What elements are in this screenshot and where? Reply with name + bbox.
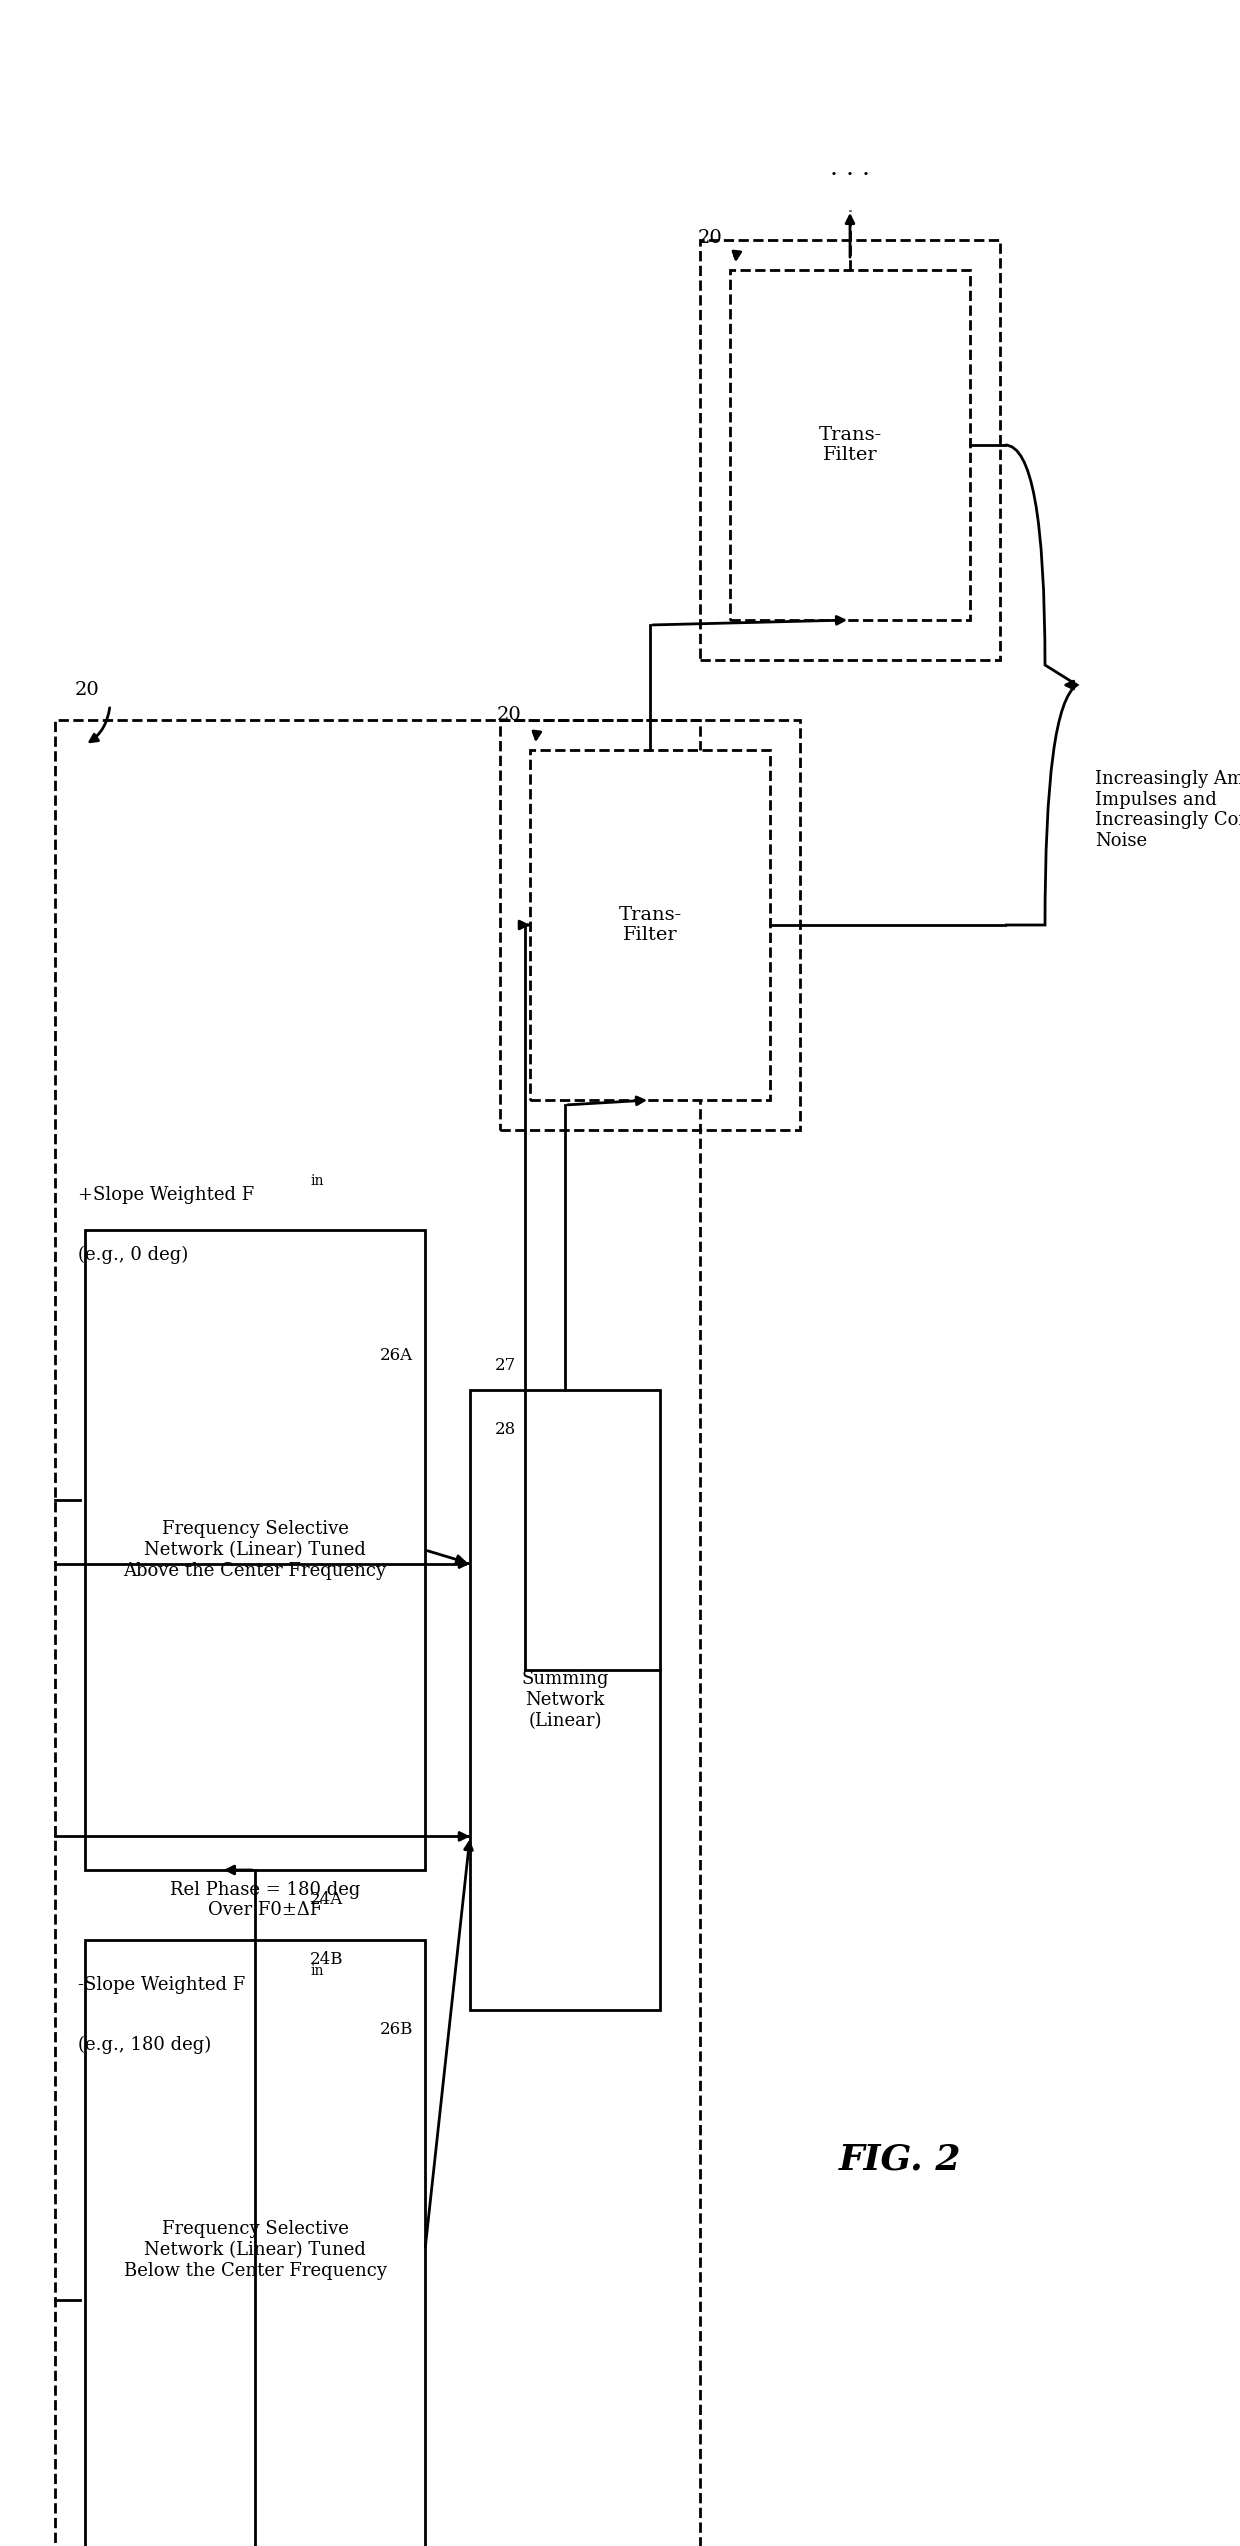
Text: 26B: 26B: [379, 2022, 413, 2039]
Text: FIG. 2: FIG. 2: [838, 2144, 961, 2177]
Text: in: in: [310, 1963, 324, 1978]
Text: (e.g., 0 deg): (e.g., 0 deg): [78, 1245, 188, 1265]
Text: Rel Phase = 180 deg
Over F0±ΔF: Rel Phase = 180 deg Over F0±ΔF: [170, 1881, 360, 1920]
Text: Increasingly Amplified
Impulses and
Increasingly Compressed
Noise: Increasingly Amplified Impulses and Incr…: [1095, 769, 1240, 850]
Text: 24A: 24A: [310, 1892, 343, 1910]
Text: -Slope Weighted F: -Slope Weighted F: [78, 1976, 246, 1994]
Text: +Slope Weighted F: +Slope Weighted F: [78, 1186, 254, 1204]
FancyBboxPatch shape: [529, 751, 770, 1100]
Text: Summing
Network
(Linear): Summing Network (Linear): [521, 1670, 609, 1729]
Text: 26A: 26A: [379, 1347, 413, 1365]
FancyBboxPatch shape: [86, 1230, 425, 1869]
Text: 28: 28: [495, 1421, 516, 1438]
Text: Trans-
Filter: Trans- Filter: [619, 906, 682, 945]
Text: Trans-
Filter: Trans- Filter: [818, 425, 882, 463]
Text: (e.g., 180 deg): (e.g., 180 deg): [78, 2037, 211, 2055]
Text: 27: 27: [495, 1357, 516, 1372]
Text: 24B: 24B: [310, 1950, 343, 1968]
Text: in: in: [310, 1174, 324, 1189]
Text: Frequency Selective
Network (Linear) Tuned
Above the Center Frequency: Frequency Selective Network (Linear) Tun…: [124, 1520, 387, 1581]
FancyBboxPatch shape: [730, 270, 970, 621]
FancyBboxPatch shape: [470, 1390, 660, 2009]
Text: 20: 20: [497, 705, 522, 723]
Text: 20: 20: [74, 680, 99, 700]
Text: 20: 20: [698, 229, 723, 247]
Text: Frequency Selective
Network (Linear) Tuned
Below the Center Frequency: Frequency Selective Network (Linear) Tun…: [124, 2220, 387, 2279]
Text: · · ·: · · ·: [830, 163, 870, 186]
FancyBboxPatch shape: [86, 1940, 425, 2546]
